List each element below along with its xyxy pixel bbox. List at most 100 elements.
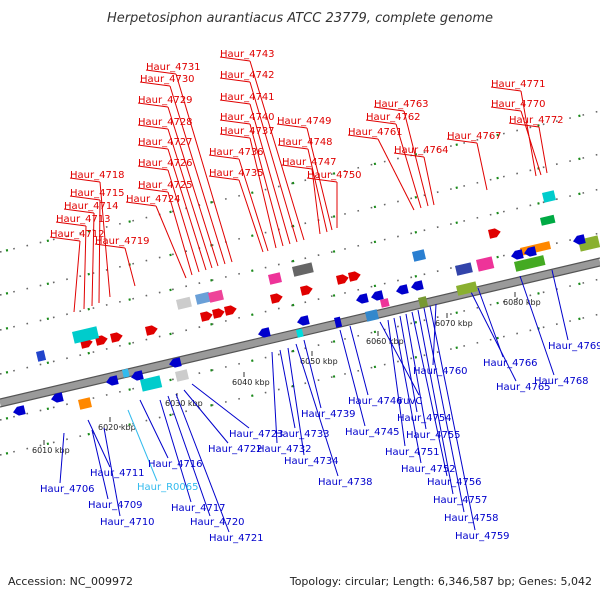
gene-label[interactable]: Haur_4771: [491, 79, 546, 90]
gene-label[interactable]: Haur_4711: [90, 468, 145, 479]
gene-feature-block[interactable]: [292, 262, 314, 277]
gene-label[interactable]: Haur_4770: [491, 99, 546, 110]
gene-label[interactable]: Haur_4751: [385, 447, 440, 458]
gene-label[interactable]: Haur_4713: [56, 214, 111, 225]
gene-label[interactable]: Haur_4767: [447, 131, 502, 142]
gene-feature-block[interactable]: [455, 262, 473, 276]
gene-label[interactable]: Haur_4768: [534, 376, 589, 387]
gene-label[interactable]: Haur_4735: [209, 168, 264, 179]
gene-feature-block[interactable]: [36, 350, 47, 362]
reverse-gene-arrow[interactable]: [510, 249, 524, 261]
gene-label[interactable]: Haur_4756: [427, 477, 482, 488]
gene-feature-block[interactable]: [140, 375, 163, 392]
gene-label[interactable]: Haur_4716: [148, 459, 203, 470]
gene-label[interactable]: Haur_4733: [275, 429, 330, 440]
gene-label[interactable]: Haur_4737: [220, 126, 275, 137]
gene-label[interactable]: Haur_4734: [284, 456, 339, 467]
gene-feature-block[interactable]: [540, 214, 556, 226]
gene-feature-block[interactable]: [72, 326, 100, 344]
gene-label[interactable]: Haur_4731: [146, 62, 201, 73]
forward-gene-arrow[interactable]: [110, 331, 124, 343]
gene-label[interactable]: Haur_4760: [413, 366, 468, 377]
reverse-gene-arrow[interactable]: [105, 375, 119, 387]
gene-label[interactable]: Haur_4717: [171, 503, 226, 514]
gene-label[interactable]: Haur_4719: [95, 236, 150, 247]
gene-label[interactable]: Haur_4745: [345, 427, 400, 438]
reverse-gene-arrow[interactable]: [370, 290, 384, 302]
gene-label[interactable]: Haur_4740: [220, 112, 275, 123]
forward-gene-arrow[interactable]: [270, 292, 284, 304]
gene-feature-block[interactable]: [122, 368, 130, 378]
gene-label[interactable]: Haur_4758: [444, 513, 499, 524]
gene-label[interactable]: Haur_4754: [397, 413, 452, 424]
gene-feature-block[interactable]: [365, 309, 379, 322]
gene-feature-block[interactable]: [334, 316, 343, 328]
gene-label[interactable]: Haur_4736: [209, 147, 264, 158]
gene-label[interactable]: Haur_R0065: [137, 482, 199, 493]
gene-label[interactable]: Haur_4729: [138, 95, 193, 106]
forward-gene-arrow[interactable]: [488, 227, 502, 239]
reverse-gene-arrow[interactable]: [395, 284, 409, 296]
gene-feature-block[interactable]: [195, 291, 211, 305]
gene-label[interactable]: Haur_4746: [348, 396, 403, 407]
gene-label[interactable]: Haur_4743: [220, 49, 275, 60]
forward-gene-arrow[interactable]: [145, 324, 159, 336]
gene-label[interactable]: Haur_4706: [40, 484, 95, 495]
gene-label[interactable]: Haur_4709: [88, 500, 143, 511]
gene-feature-block[interactable]: [456, 281, 478, 296]
gene-label[interactable]: Haur_4730: [140, 74, 195, 85]
forward-gene-arrow[interactable]: [300, 284, 314, 296]
gene-feature-block[interactable]: [176, 296, 192, 310]
gene-feature-block[interactable]: [296, 328, 304, 338]
gene-label[interactable]: Haur_4765: [496, 382, 551, 393]
gene-label[interactable]: Haur_4759: [455, 531, 510, 542]
gene-label[interactable]: Haur_4710: [100, 517, 155, 528]
gene-label[interactable]: Haur_4739: [301, 409, 356, 420]
gene-label[interactable]: Haur_4726: [138, 158, 193, 169]
gene-label[interactable]: Haur_4722: [208, 444, 263, 455]
gene-label[interactable]: Haur_4718: [70, 170, 125, 181]
gene-label[interactable]: Haur_4750: [307, 170, 362, 181]
gene-label[interactable]: Haur_4738: [318, 477, 373, 488]
gene-label[interactable]: Haur_4724: [126, 194, 181, 205]
gene-feature-block[interactable]: [268, 272, 282, 285]
forward-gene-arrow[interactable]: [348, 270, 362, 282]
gene-label[interactable]: Haur_4741: [220, 92, 275, 103]
gene-label[interactable]: Haur_4763: [374, 99, 429, 110]
forward-gene-arrow[interactable]: [200, 310, 214, 322]
gene-label[interactable]: Haur_4725: [138, 180, 193, 191]
gene-label[interactable]: Haur_4772: [509, 115, 564, 126]
gene-label[interactable]: Haur_4728: [138, 117, 193, 128]
gene-label[interactable]: Haur_4749: [277, 116, 332, 127]
gene-label[interactable]: Haur_4712: [50, 229, 105, 240]
reverse-gene-arrow[interactable]: [296, 315, 310, 327]
gene-feature-block[interactable]: [476, 256, 495, 272]
forward-gene-arrow[interactable]: [212, 307, 226, 319]
gene-label[interactable]: Haur_4752: [401, 464, 456, 475]
reverse-gene-arrow[interactable]: [12, 405, 26, 417]
gene-label[interactable]: ruvC: [399, 396, 422, 407]
gene-feature-block[interactable]: [514, 255, 546, 272]
gene-label[interactable]: Haur_4723: [229, 429, 284, 440]
gene-label[interactable]: Haur_4715: [70, 188, 125, 199]
gene-feature-block[interactable]: [380, 298, 390, 308]
gene-feature-block[interactable]: [418, 296, 429, 308]
gene-label[interactable]: Haur_4764: [394, 145, 449, 156]
gene-label[interactable]: Haur_4769: [548, 341, 600, 352]
reverse-gene-arrow[interactable]: [410, 280, 424, 292]
gene-label[interactable]: Haur_4755: [406, 430, 461, 441]
gene-label[interactable]: Haur_4732: [257, 444, 312, 455]
reverse-gene-arrow[interactable]: [130, 370, 144, 382]
gene-label[interactable]: Haur_4721: [209, 533, 264, 544]
gene-feature-block[interactable]: [175, 369, 189, 382]
gene-label[interactable]: Haur_4714: [64, 201, 119, 212]
gene-label[interactable]: Haur_4761: [348, 127, 403, 138]
gene-label[interactable]: Haur_4757: [433, 495, 488, 506]
gene-label[interactable]: Haur_4762: [366, 112, 421, 123]
gene-label[interactable]: Haur_4727: [138, 137, 193, 148]
reverse-gene-arrow[interactable]: [572, 234, 586, 246]
gene-feature-block[interactable]: [78, 397, 92, 410]
forward-gene-arrow[interactable]: [224, 304, 238, 316]
gene-label[interactable]: Haur_4742: [220, 70, 275, 81]
reverse-gene-arrow[interactable]: [355, 293, 369, 305]
